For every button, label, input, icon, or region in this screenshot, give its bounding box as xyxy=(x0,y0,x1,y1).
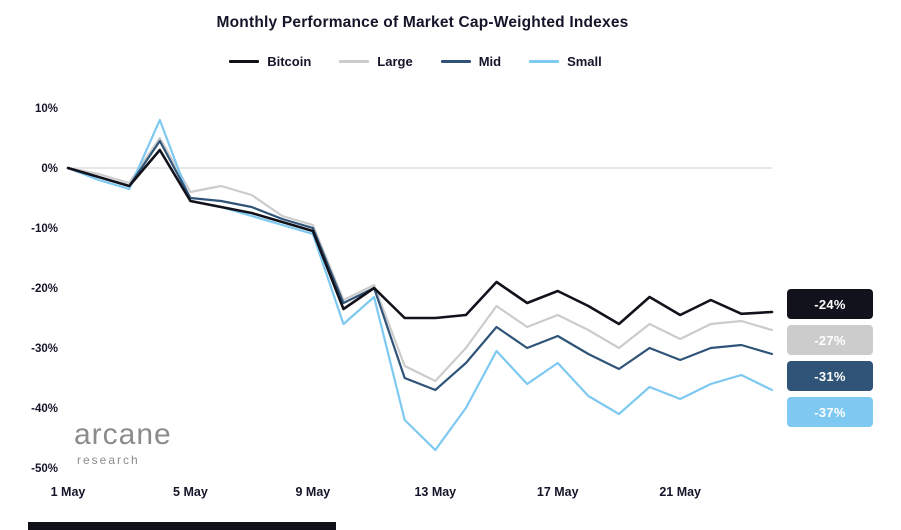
y-axis-label: 10% xyxy=(35,103,58,115)
y-axis-label: -30% xyxy=(31,343,58,355)
series-line-bitcoin xyxy=(66,148,774,326)
y-axis-label: 0% xyxy=(41,163,58,175)
series-line-large xyxy=(66,136,774,383)
legend-item-small: Small xyxy=(529,54,602,69)
x-axis-label: 9 May xyxy=(295,485,330,499)
end-label-mid: -31% xyxy=(787,361,873,391)
logo-subtext: research xyxy=(77,453,140,467)
legend-label: Mid xyxy=(478,54,502,69)
bottom-bar xyxy=(28,522,336,530)
end-label-small: -37% xyxy=(787,397,873,427)
legend-item-bitcoin: Bitcoin xyxy=(229,54,311,69)
legend-label: Small xyxy=(567,54,602,69)
x-axis-label: 5 May xyxy=(173,485,208,499)
legend-item-mid: Mid xyxy=(440,54,502,69)
series-line-small xyxy=(66,118,774,452)
legend-swatch-large xyxy=(339,60,370,63)
arcane-logo: arcane research xyxy=(74,418,172,468)
chart-title: Monthly Performance of Market Cap-Weight… xyxy=(216,14,629,31)
end-label-bitcoin: -24% xyxy=(787,289,873,319)
legend-swatch-mid xyxy=(440,60,471,63)
series-line-mid xyxy=(66,139,774,392)
x-axis-label: 21 May xyxy=(659,485,701,499)
y-axis-label: -10% xyxy=(31,223,58,235)
x-axis-label: 17 May xyxy=(537,485,579,499)
legend-item-large: Large xyxy=(339,54,413,69)
y-axis-label: -50% xyxy=(31,463,58,475)
y-axis-label: -20% xyxy=(31,283,58,295)
x-axis-label: 13 May xyxy=(414,485,456,499)
chart-legend: Bitcoin Large Mid Small xyxy=(0,54,831,69)
x-axis-label: 1 May xyxy=(51,485,86,499)
logo-text: arcane xyxy=(74,418,172,451)
legend-label: Bitcoin xyxy=(267,54,312,69)
legend-label: Large xyxy=(377,54,413,69)
y-axis-label: -40% xyxy=(31,403,58,415)
legend-swatch-small xyxy=(529,60,560,63)
end-label-large: -27% xyxy=(787,325,873,355)
legend-swatch-bitcoin xyxy=(229,60,260,63)
